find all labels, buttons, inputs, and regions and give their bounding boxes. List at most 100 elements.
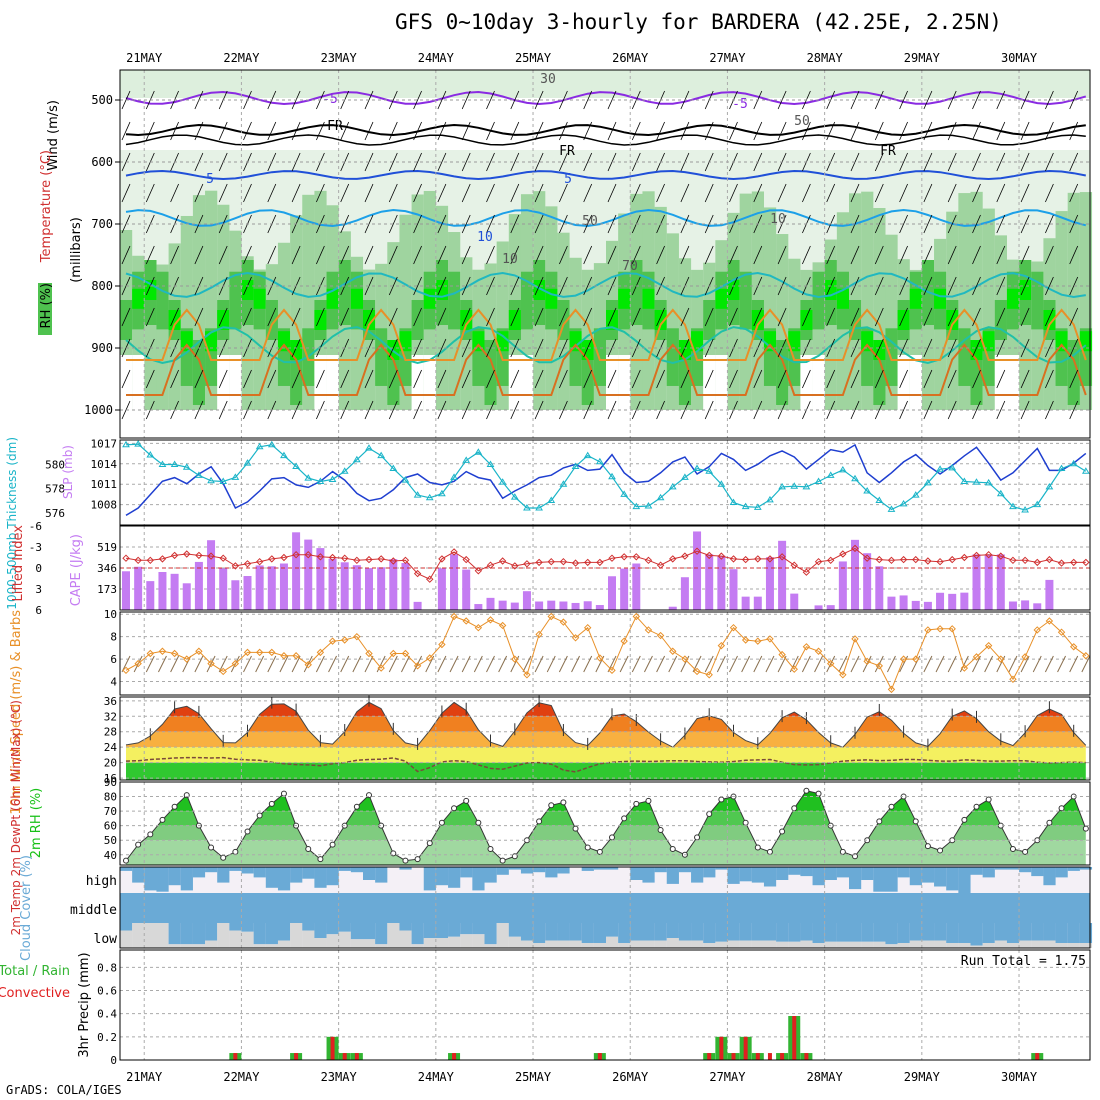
- cloud-low-fill: [909, 940, 922, 948]
- lifted-index-point: [462, 555, 470, 564]
- rh-cell: [472, 331, 485, 352]
- wind-barb: [947, 307, 957, 327]
- wind-barb: [583, 183, 593, 203]
- wind-speed-point: [754, 637, 762, 645]
- rh-line: [125, 790, 1087, 862]
- wind-speed-point: [486, 616, 495, 624]
- cloud-low-cell: [909, 923, 922, 941]
- wind-barb: [850, 655, 860, 673]
- wind-speed-point: [669, 647, 677, 655]
- wind-barb: [413, 338, 422, 358]
- wind-barb: [947, 152, 957, 172]
- slp-point: [510, 493, 519, 500]
- slp-point: [863, 487, 872, 494]
- wind-barb: [340, 655, 350, 673]
- wind-barb: [996, 183, 1006, 203]
- rh-cell: [569, 331, 582, 352]
- wind-barb: [947, 655, 957, 673]
- cloud-low-fill: [180, 944, 193, 948]
- wind-barb: [972, 369, 981, 389]
- dry-surface-cell: [520, 355, 534, 410]
- ylabel-temp: 2m Temp 2m DewPt (6hr Min/Max) (°C): [9, 700, 23, 935]
- wind-barb: [850, 121, 860, 141]
- rh-cell: [1055, 331, 1068, 352]
- rh-point: [1082, 825, 1089, 832]
- cape-bar: [316, 548, 325, 610]
- wind-barb: [170, 655, 180, 673]
- run-total-label: Run Total = 1.75: [961, 954, 1086, 969]
- cloud-high-cell: [435, 867, 449, 886]
- lifted-tick-label: 3: [35, 583, 42, 596]
- temp-contour-warm: [126, 308, 1087, 361]
- slp-point: [620, 490, 629, 497]
- precip-tick-label: 0: [110, 1054, 117, 1067]
- rh-point: [475, 819, 482, 826]
- wind-speed-point: [681, 655, 689, 663]
- slp-point: [207, 476, 215, 484]
- wind-barb: [996, 400, 1006, 420]
- wind-barb: [984, 655, 994, 673]
- wind-barb: [874, 152, 884, 172]
- rh-cell: [982, 331, 995, 352]
- cape-bar: [522, 591, 531, 610]
- ylabel-rh: RH (%): [39, 283, 54, 328]
- cloud-high-cell: [1055, 867, 1068, 878]
- wind-barb: [777, 121, 787, 141]
- cloud-high-cell: [800, 867, 813, 877]
- cloud-low-fill: [666, 938, 679, 948]
- rh-band: [126, 825, 1086, 841]
- wind-barb: [583, 245, 593, 265]
- cloud-low-cell: [265, 923, 278, 945]
- cape-bar: [170, 573, 179, 610]
- slp-point: [583, 451, 592, 459]
- cloud-high-cell: [715, 867, 728, 870]
- lifted-index-point: [863, 554, 871, 562]
- wind-barb: [486, 245, 495, 265]
- slp-point: [1045, 482, 1054, 490]
- cloud-high-cell: [921, 867, 935, 883]
- wind-barb: [243, 369, 252, 389]
- wind-barb: [899, 121, 908, 141]
- rh-cell: [180, 331, 193, 352]
- cape-bar: [1033, 603, 1042, 610]
- contour-label: 10: [502, 252, 518, 267]
- wind-barb: [753, 655, 763, 673]
- cloud-low-fill: [533, 943, 546, 948]
- cloud-high-cell: [909, 867, 922, 886]
- cape-bar: [328, 558, 337, 610]
- wind-speed-point: [316, 648, 325, 657]
- cloud-high-cell: [678, 867, 692, 873]
- cloud-low-cell: [569, 923, 582, 941]
- wind-barb: [899, 245, 908, 265]
- rh-point: [244, 828, 251, 835]
- wind-barb: [401, 655, 410, 673]
- wind-barb: [534, 214, 544, 234]
- wind-barb: [170, 307, 179, 327]
- wind-speed-point: [450, 612, 458, 621]
- wind-barb: [680, 369, 690, 389]
- precip-convective-bar: [792, 1016, 797, 1060]
- wind-barb: [899, 152, 908, 172]
- wind-barb: [461, 152, 471, 172]
- lifted-index-point: [1057, 559, 1066, 567]
- wind-barb: [145, 369, 155, 389]
- cloud-low-fill: [545, 940, 558, 948]
- wind-barb: [631, 121, 641, 141]
- wind-speed-point: [195, 647, 203, 655]
- cloud-high-cell: [1079, 867, 1093, 870]
- rh-cell: [363, 310, 376, 330]
- rh-cell: [727, 280, 740, 300]
- rh-cell: [423, 288, 436, 309]
- cape-bar: [1045, 579, 1054, 610]
- temp-band: [126, 716, 1086, 732]
- dry-surface-cell: [606, 355, 619, 410]
- lifted-index-point: [948, 555, 956, 564]
- wind-barb: [947, 245, 957, 265]
- cloud-low-cell: [618, 923, 631, 943]
- cloud-high-cell: [630, 867, 643, 880]
- cloud-low-fill: [338, 931, 351, 948]
- slp-point: [1033, 500, 1042, 508]
- date-label-top: 26MAY: [612, 51, 649, 65]
- date-label-top: 22MAY: [223, 51, 260, 65]
- cloud-low-fill: [290, 923, 303, 948]
